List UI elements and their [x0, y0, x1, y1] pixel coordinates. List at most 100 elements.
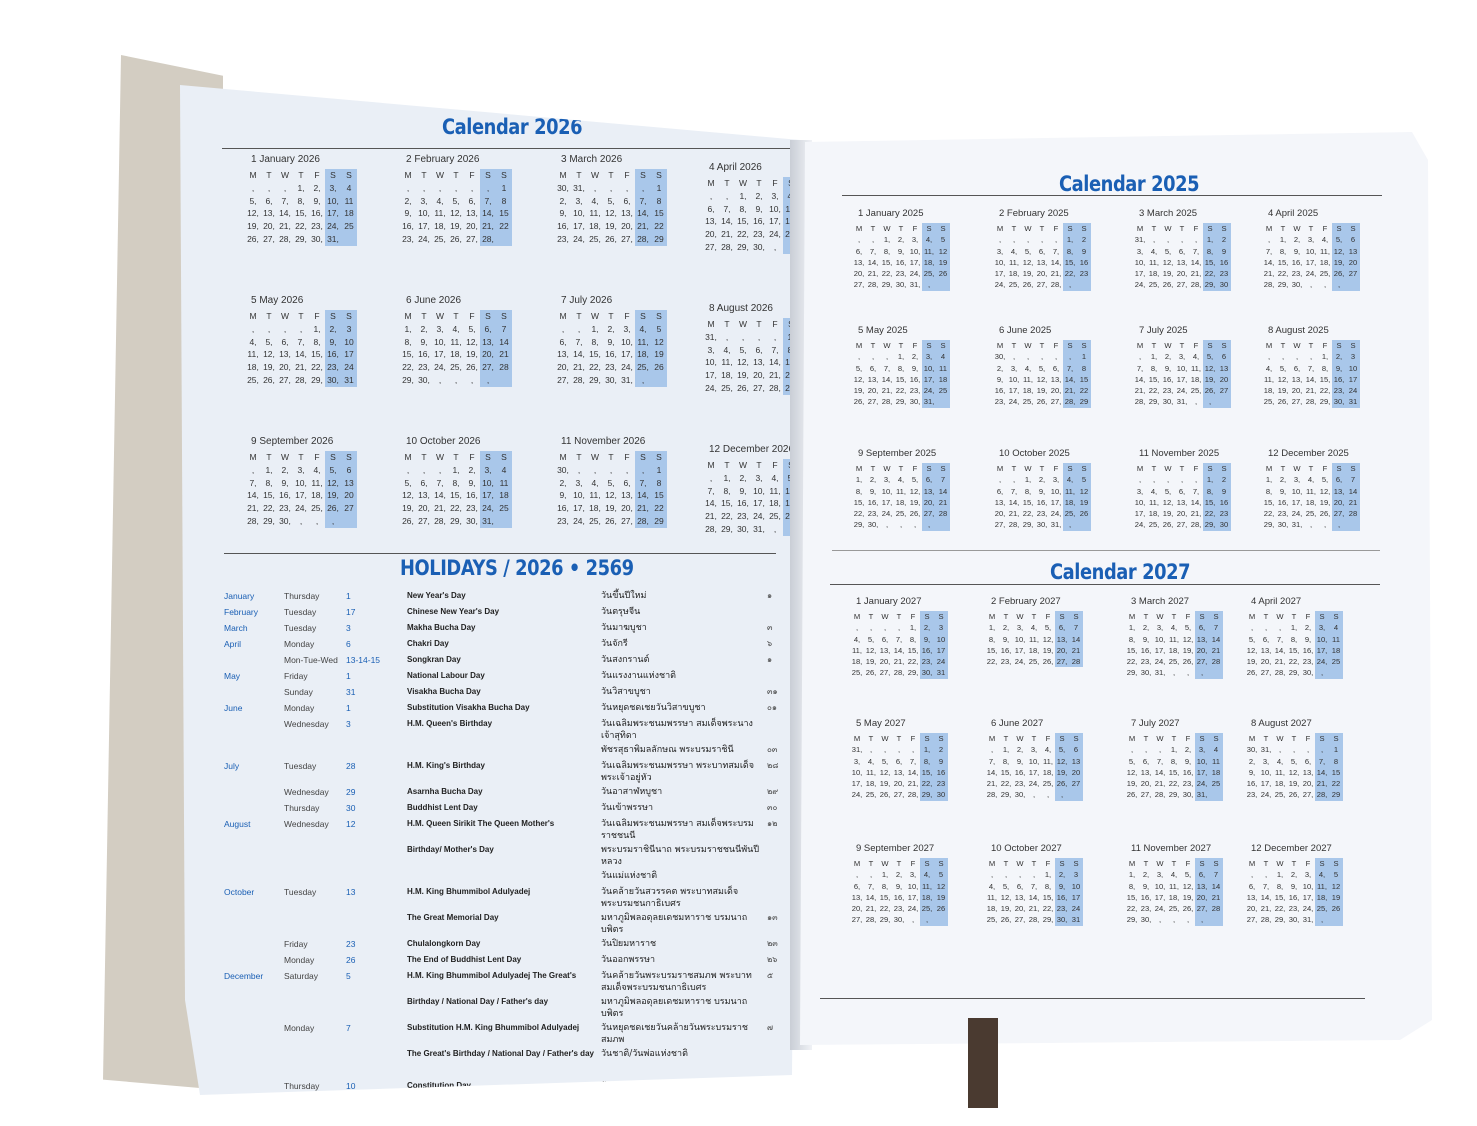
day-cell: 27, — [994, 520, 1006, 530]
weekday-header: S — [496, 310, 512, 323]
day-cell: 27, — [922, 508, 936, 520]
day-cell: 21, — [635, 220, 651, 233]
month-title: 10 October 2025 — [999, 448, 1070, 459]
day-cell: 25, — [1168, 904, 1180, 914]
day-cell: 11, — [866, 767, 876, 777]
day-cell: 24, — [1176, 386, 1188, 396]
day-cell: 15, — [1000, 767, 1012, 777]
day-cell: 24, — [1260, 790, 1272, 800]
weekday-header: M — [404, 311, 412, 321]
holiday-month — [224, 1048, 284, 1062]
day-cell: , — [1012, 352, 1016, 362]
day-cell: 29, — [881, 280, 893, 290]
day-cell: 21 — [1209, 644, 1223, 657]
day-cell: , — [1186, 915, 1190, 925]
day-cell: 30, — [1055, 914, 1069, 926]
day-cell: 14, — [635, 207, 651, 221]
day-cell: 9, — [1055, 880, 1069, 892]
week-row: ,,,, 1, 2, 3 — [985, 869, 1097, 881]
weekday-header: F — [910, 612, 916, 621]
holiday-month — [224, 744, 284, 758]
day-cell: 13, — [753, 357, 765, 368]
month-calendar: 7 July 2025 M T W T F S S, 1, 2, 3, 4, 5, 6 7, 8, 9, 10, 1… — [1133, 325, 1245, 408]
day-cell: 17, — [851, 779, 863, 789]
day-cell: 1, — [404, 323, 412, 334]
holiday-name-thai: วันเข้าพรรษา — [601, 803, 654, 813]
day-cell: 9 — [1077, 245, 1091, 257]
day-cell: 20, — [1140, 779, 1152, 789]
day-cell: 12, — [247, 208, 259, 219]
weekday-header: M — [1265, 464, 1273, 473]
weekday-header: M — [249, 452, 257, 462]
weekday-header: M — [855, 464, 863, 473]
day-cell: 16, — [605, 349, 617, 360]
day-cell: , — [1152, 235, 1156, 245]
day-cell: 4, — [1150, 246, 1158, 256]
day-cell: 8, — [920, 755, 934, 767]
weekday-header: W — [1276, 734, 1284, 743]
day-cell: 24 — [934, 656, 948, 668]
holiday-date-thai: ๑๒ — [767, 819, 778, 828]
day-cell: , — [1194, 475, 1198, 485]
weekday-header: W — [1156, 612, 1164, 621]
weekday-header: F — [912, 341, 918, 350]
day-cell: 12, — [1319, 486, 1331, 496]
day-cell: 14, — [1154, 767, 1166, 777]
week-row: 17,18,19,20,21,22,23 — [1133, 268, 1245, 280]
weekday-header: S — [1209, 611, 1223, 623]
day-cell: 22, — [1274, 904, 1286, 914]
holiday-row: Friday 23 Chulalongkorn Day วันปิยมหาราช ๒๓ — [224, 936, 794, 952]
day-cell: , — [406, 182, 410, 193]
day-cell: 30, — [1288, 915, 1300, 925]
day-cell: 21 — [496, 348, 512, 362]
week-row: 15, 16, 17, 18, 19, 20, 21 — [985, 644, 1097, 657]
day-cell: 8, — [988, 634, 996, 644]
day-cell: , — [561, 323, 565, 334]
month-calendar: 8 August 2027 M T W T F S S 30, 31,,,,, 1 2, 3, 4, 5, 6… — [1245, 718, 1357, 801]
day-cell: 22, — [1288, 657, 1300, 667]
day-cell: 12, — [605, 490, 617, 501]
day-cell: 25, — [1274, 790, 1286, 800]
weekday-header: F — [1053, 224, 1059, 233]
day-cell: 25, — [1319, 269, 1331, 279]
holiday-month — [224, 786, 284, 800]
day-cell: 26, — [1162, 520, 1174, 530]
day-cell: 31, — [1050, 520, 1062, 530]
day-cell: 27, — [1246, 915, 1258, 925]
day-cell: 28, — [705, 523, 717, 534]
day-cell: 5, — [1290, 756, 1298, 766]
holiday-date-thai: ๓๑ — [767, 687, 778, 696]
holiday-name-english: Substitution Visakha Bucha Day — [407, 703, 530, 712]
day-cell: 15 — [1077, 373, 1091, 386]
month-calendar: 10 October 2027 M T W T F S S,,,, 1, 2, 3 4, 5, 6, 7, 8… — [985, 843, 1097, 926]
weekday-header: T — [1151, 224, 1157, 233]
week-row: 25, 26, 27, 28, 29, 30, 31 — [1262, 396, 1374, 408]
day-cell: 19, — [909, 497, 921, 507]
day-cell: 18, — [1274, 779, 1286, 789]
day-cell: 27, — [1302, 790, 1314, 800]
day-cell: 23, — [1055, 903, 1069, 915]
day-cell: 28 — [1346, 508, 1360, 520]
month-title: 5 May 2027 — [856, 718, 906, 729]
month-calendar: 10 October 2026 M T W T F S S,,, 1, 2, 3, 4 5, 6, 7, 8,… — [400, 436, 530, 528]
day-cell: 25, — [311, 503, 323, 514]
holiday-day — [346, 996, 407, 1020]
day-cell: 9, — [911, 363, 919, 373]
month-calendar: 6 June 2027 M T W T F S S, 1, 2, 3, 4, 5, 6 7, 8, 9, 10, 1… — [985, 718, 1097, 801]
month-calendar: 6 June 2026 M T W T F S S 1, 2, 3, 4, 5, 6, 7 8, 9, 10, 11… — [400, 295, 530, 387]
day-cell: 2 — [934, 744, 948, 756]
week-row: 29, 30, 31,,,, — [1125, 667, 1237, 679]
day-cell: 6, — [1304, 756, 1312, 766]
day-cell: 3, — [909, 870, 917, 880]
week-row: 29, 30, 31,,,, — [1262, 519, 1374, 531]
day-cell: 12, — [466, 336, 478, 347]
holiday-day: 3 — [346, 719, 351, 729]
day-cell: 25, — [1022, 397, 1034, 407]
day-cell: 29, — [1203, 519, 1217, 531]
day-cell: 26, — [247, 233, 259, 244]
week-row: 11, 12, 13, 14, 15, 16, 17 — [1262, 373, 1374, 386]
holiday-name-english — [407, 1064, 597, 1078]
day-cell: 6, — [869, 363, 877, 373]
